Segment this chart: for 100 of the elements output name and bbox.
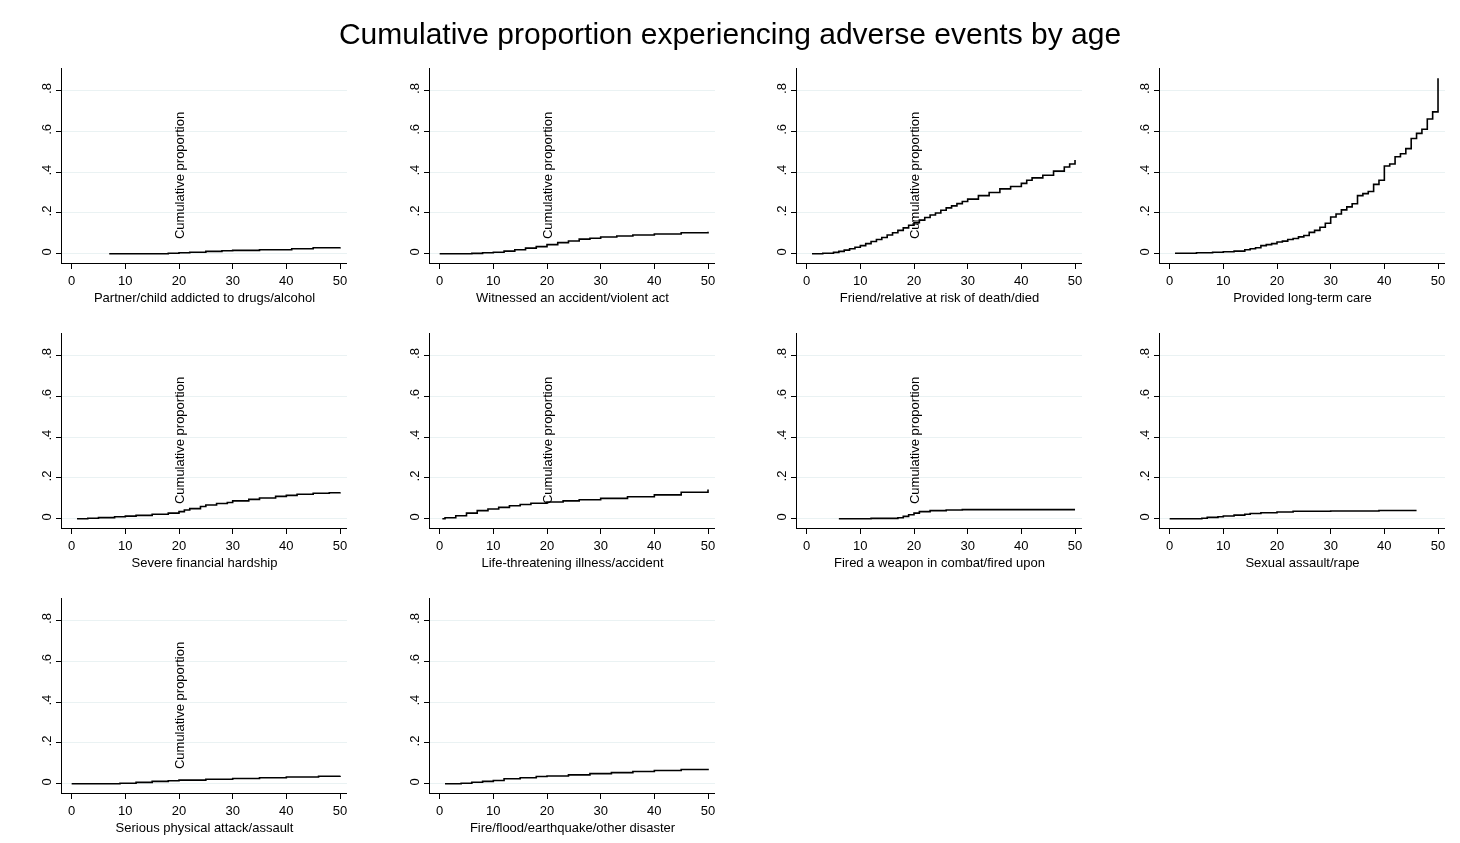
y-tick-label: .8 [406,348,422,359]
x-tick-label: 0 [68,537,76,553]
y-tick-label: .8 [406,83,422,94]
x-tick-label: 0 [803,272,811,288]
x-tick-label: 0 [1166,272,1174,288]
y-tick-label: .4 [406,429,422,441]
x-tick-label: 40 [279,537,294,553]
y-tick-label: .8 [1136,83,1152,94]
y-tick-label: 0 [406,513,422,521]
x-tick-label: 30 [593,272,608,288]
y-axis-title: Cumulative proportion [906,376,922,505]
x-axis-title: Life-threatening illness/accident [481,555,664,571]
x-tick-label: 20 [171,802,187,818]
y-tick-label: .2 [406,205,422,217]
x-tick-label: 50 [700,272,716,288]
x-tick-label: 10 [118,537,133,553]
y-tick-label: .4 [773,429,789,441]
x-tick-label: 40 [1377,537,1392,553]
y-tick-label: 0 [38,248,54,256]
y-tick-label: .8 [773,83,789,94]
x-tick-label: 0 [1166,537,1174,553]
y-tick-label: 0 [38,778,54,786]
x-axis-title: Fire/flood/earthquake/other disaster [469,820,676,836]
x-tick-label: 20 [539,802,555,818]
y-tick-label: .2 [38,735,54,747]
y-tick-label: .6 [773,123,789,135]
x-tick-label: 50 [1430,272,1446,288]
y-tick-label: .2 [406,735,422,747]
y-tick-label: .6 [1136,388,1152,400]
x-tick-label: 20 [539,537,555,553]
y-tick-label: .4 [38,429,54,441]
y-tick-label: .6 [1136,123,1152,135]
y-tick-label: .8 [38,348,54,359]
x-tick-label: 10 [853,537,868,553]
x-tick-label: 20 [539,272,555,288]
x-tick-label: 30 [225,272,240,288]
x-tick-label: 30 [1323,272,1338,288]
y-tick-label: .6 [38,653,54,665]
x-tick-label: 50 [332,537,348,553]
y-axis-title: Cumulative proportion [171,376,187,505]
x-tick-label: 40 [279,272,294,288]
y-tick-label: .6 [773,388,789,400]
x-tick-label: 30 [960,537,975,553]
x-tick-label: 20 [906,537,922,553]
x-tick-label: 50 [1067,272,1083,288]
y-tick-label: .8 [38,83,54,94]
x-tick-label: 10 [486,802,501,818]
y-tick-label: .6 [38,123,54,135]
x-tick-label: 50 [1067,537,1083,553]
y-tick-label: .2 [406,470,422,482]
x-tick-label: 50 [332,272,348,288]
y-tick-label: 0 [773,248,789,256]
y-axis-title: Cumulative proportion [171,641,187,770]
x-tick-label: 10 [118,802,133,818]
x-tick-label: 30 [593,802,608,818]
x-tick-label: 40 [1014,537,1029,553]
x-tick-label: 50 [700,802,716,818]
x-axis-title: Serious physical attack/assault [115,820,294,836]
y-tick-label: .2 [1136,205,1152,217]
x-tick-label: 30 [960,272,975,288]
y-axis-title: Cumulative proportion [171,111,187,240]
x-tick-label: 40 [279,802,294,818]
x-axis-title: Witnessed an accident/violent act [476,290,670,306]
x-tick-label: 0 [436,802,444,818]
x-axis-title: Partner/child addicted to drugs/alcohol [93,290,316,306]
text: Cumulative proportion experiencing adverse events by age [338,17,1122,51]
x-axis-title: Friend/relative at risk of death/died [839,290,1040,306]
y-tick-label: .6 [406,388,422,400]
y-tick-label: .4 [1136,429,1152,441]
x-tick-label: 40 [1377,272,1392,288]
x-tick-label: 20 [171,537,187,553]
y-tick-label: .4 [38,164,54,176]
y-tick-label: .8 [38,613,54,624]
y-tick-label: 0 [38,513,54,521]
x-tick-label: 40 [1014,272,1029,288]
y-tick-label: .4 [406,164,422,176]
y-tick-label: 0 [406,778,422,786]
x-tick-label: 50 [332,802,348,818]
y-axis-title: Cumulative proportion [539,111,555,240]
y-axis-title: Cumulative proportion [906,111,922,240]
y-tick-label: .6 [38,388,54,400]
y-tick-label: .2 [38,470,54,482]
y-tick-label: .2 [773,205,789,217]
y-tick-label: .8 [773,348,789,359]
y-tick-label: .8 [1136,348,1152,359]
x-tick-label: 40 [647,537,662,553]
x-tick-label: 0 [436,537,444,553]
x-axis-title: Severe financial hardship [131,555,278,571]
x-axis-title: Provided long-term care [1233,290,1372,306]
y-tick-label: .4 [406,694,422,706]
x-tick-label: 0 [803,537,811,553]
y-tick-label: .6 [406,123,422,135]
x-tick-label: 10 [1216,272,1231,288]
x-tick-label: 0 [436,272,444,288]
x-axis-title: Sexual assault/rape [1245,555,1360,571]
x-tick-label: 40 [647,272,662,288]
y-tick-label: 0 [1136,248,1152,256]
y-axis-title: Cumulative proportion [539,376,555,505]
x-tick-label: 0 [68,272,76,288]
x-tick-label: 20 [1269,272,1285,288]
